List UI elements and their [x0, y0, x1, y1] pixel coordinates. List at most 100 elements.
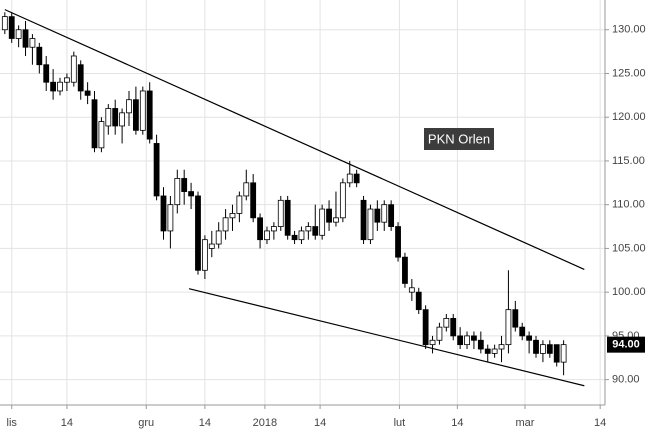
candle-body: [146, 90, 153, 140]
candle-body: [77, 64, 84, 92]
candle-body: [540, 344, 546, 354]
candle-body: [43, 64, 50, 83]
candle-body: [188, 191, 194, 197]
candle-body: [319, 208, 326, 236]
candle-body: [64, 77, 70, 83]
candle-body: [36, 46, 43, 66]
candle-body: [167, 204, 174, 232]
y-tick-label: 115.00: [612, 155, 645, 167]
candle-body: [512, 309, 519, 328]
candle-body: [505, 309, 512, 346]
candle-body: [50, 81, 57, 92]
y-tick-label: 100.00: [612, 286, 646, 298]
candle-body: [553, 344, 560, 363]
candle-body: [257, 217, 263, 241]
candle-body: [471, 335, 477, 341]
x-tick-label: 14: [594, 417, 606, 429]
candle-body: [22, 29, 29, 48]
candle-body: [526, 335, 533, 341]
candle-body: [264, 230, 270, 241]
candle-body: [353, 173, 360, 184]
candle-body: [388, 204, 395, 227]
candle-body: [298, 230, 305, 241]
candle-body: [98, 121, 105, 149]
candle-body: [119, 112, 126, 127]
price-marker-label: 94.00: [612, 339, 640, 351]
candle-body: [498, 344, 505, 350]
price-marker: [607, 336, 645, 353]
candle-body: [208, 243, 215, 249]
candle-body: [367, 208, 374, 241]
candle-body: [222, 217, 229, 232]
candle-body: [408, 287, 415, 293]
candle-body: [443, 318, 450, 328]
candle-body: [15, 29, 22, 39]
candle-body: [181, 178, 188, 192]
y-tick-label: 105.00: [612, 242, 646, 254]
candle-body: [270, 226, 277, 232]
candle-body: [484, 348, 491, 354]
candle-body: [8, 16, 15, 39]
trendline: [188, 288, 585, 387]
x-tick-label: lis: [7, 417, 18, 429]
candle-body: [105, 108, 112, 127]
candle-body: [326, 208, 332, 223]
candle-body: [436, 326, 443, 341]
x-tick-label: 2018: [253, 417, 277, 429]
candle-body: [546, 344, 553, 354]
candle-body: [360, 199, 367, 241]
candle-body: [284, 199, 291, 236]
candle-body: [215, 230, 222, 245]
candle-body: [457, 335, 464, 346]
candle-body: [312, 226, 319, 236]
candle-body: [333, 217, 339, 223]
y-tick-label: 130.00: [612, 24, 646, 36]
x-tick-label: 14: [199, 417, 211, 429]
candle-body: [174, 178, 181, 206]
x-tick-label: 14: [61, 417, 73, 429]
candle-body: [133, 99, 139, 131]
y-tick-label: 120.00: [612, 111, 646, 123]
candle-body: [395, 226, 401, 258]
candle-body: [243, 182, 250, 197]
candle-body: [415, 291, 422, 311]
candle-body: [126, 99, 132, 114]
x-tick-label: 14: [314, 417, 326, 429]
candle-body: [374, 208, 381, 223]
candle-body: [160, 195, 167, 232]
candle-body: [464, 335, 470, 346]
y-tick-label: 90.00: [612, 374, 640, 386]
y-tick-label: 110.00: [612, 199, 645, 211]
candle-body: [450, 318, 457, 337]
candle-body: [29, 38, 36, 48]
candle-body: [57, 81, 63, 92]
candle-body: [277, 199, 284, 227]
candle-body: [402, 256, 408, 284]
candle-body: [429, 339, 436, 346]
candle-body: [491, 348, 498, 354]
candle-body: [250, 182, 257, 219]
candle-body: [477, 339, 484, 350]
candle-body: [381, 204, 388, 223]
candle-body: [339, 182, 346, 219]
candle-body: [519, 326, 526, 337]
candle-body: [236, 195, 243, 214]
title-box: [424, 128, 494, 150]
candle-body: [195, 195, 201, 271]
candle-body: [305, 226, 312, 232]
candle-body: [346, 173, 353, 184]
candle-body: [229, 213, 236, 219]
candle-body: [70, 55, 77, 83]
x-tick-label: 14: [451, 417, 463, 429]
candle-body: [153, 143, 160, 197]
candle-body: [112, 108, 119, 127]
x-tick-label: lut: [394, 417, 406, 429]
trendline: [4, 9, 585, 270]
candle-body: [201, 239, 208, 271]
x-tick-label: gru: [138, 417, 154, 429]
candle-body: [533, 339, 539, 354]
candle-body: [422, 309, 429, 346]
candle-body: [139, 90, 146, 131]
candle-body: [1, 16, 8, 31]
